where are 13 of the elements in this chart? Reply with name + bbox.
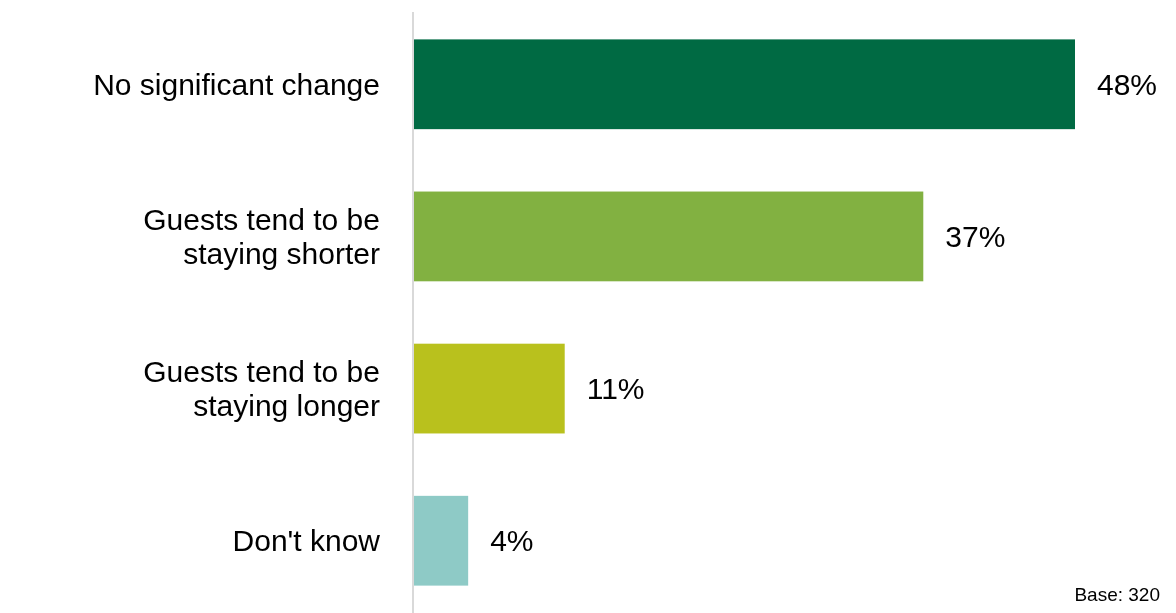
data-label: 37% (945, 219, 1006, 253)
y-tick-label: Don't know (232, 524, 381, 558)
annotation: Base: 320 (1074, 584, 1160, 605)
data-label: 48% (1097, 67, 1158, 101)
bar (413, 495, 469, 586)
bar (413, 39, 1075, 130)
bar (413, 343, 565, 434)
y-tick-label: Guests tend to be staying shorter (143, 202, 380, 270)
y-tick-label: No significant change (93, 67, 380, 101)
y-tick-label: Guests tend to be staying longer (143, 355, 380, 423)
data-label: 4% (490, 524, 534, 558)
bar (413, 191, 924, 282)
data-label: 11% (586, 372, 645, 406)
